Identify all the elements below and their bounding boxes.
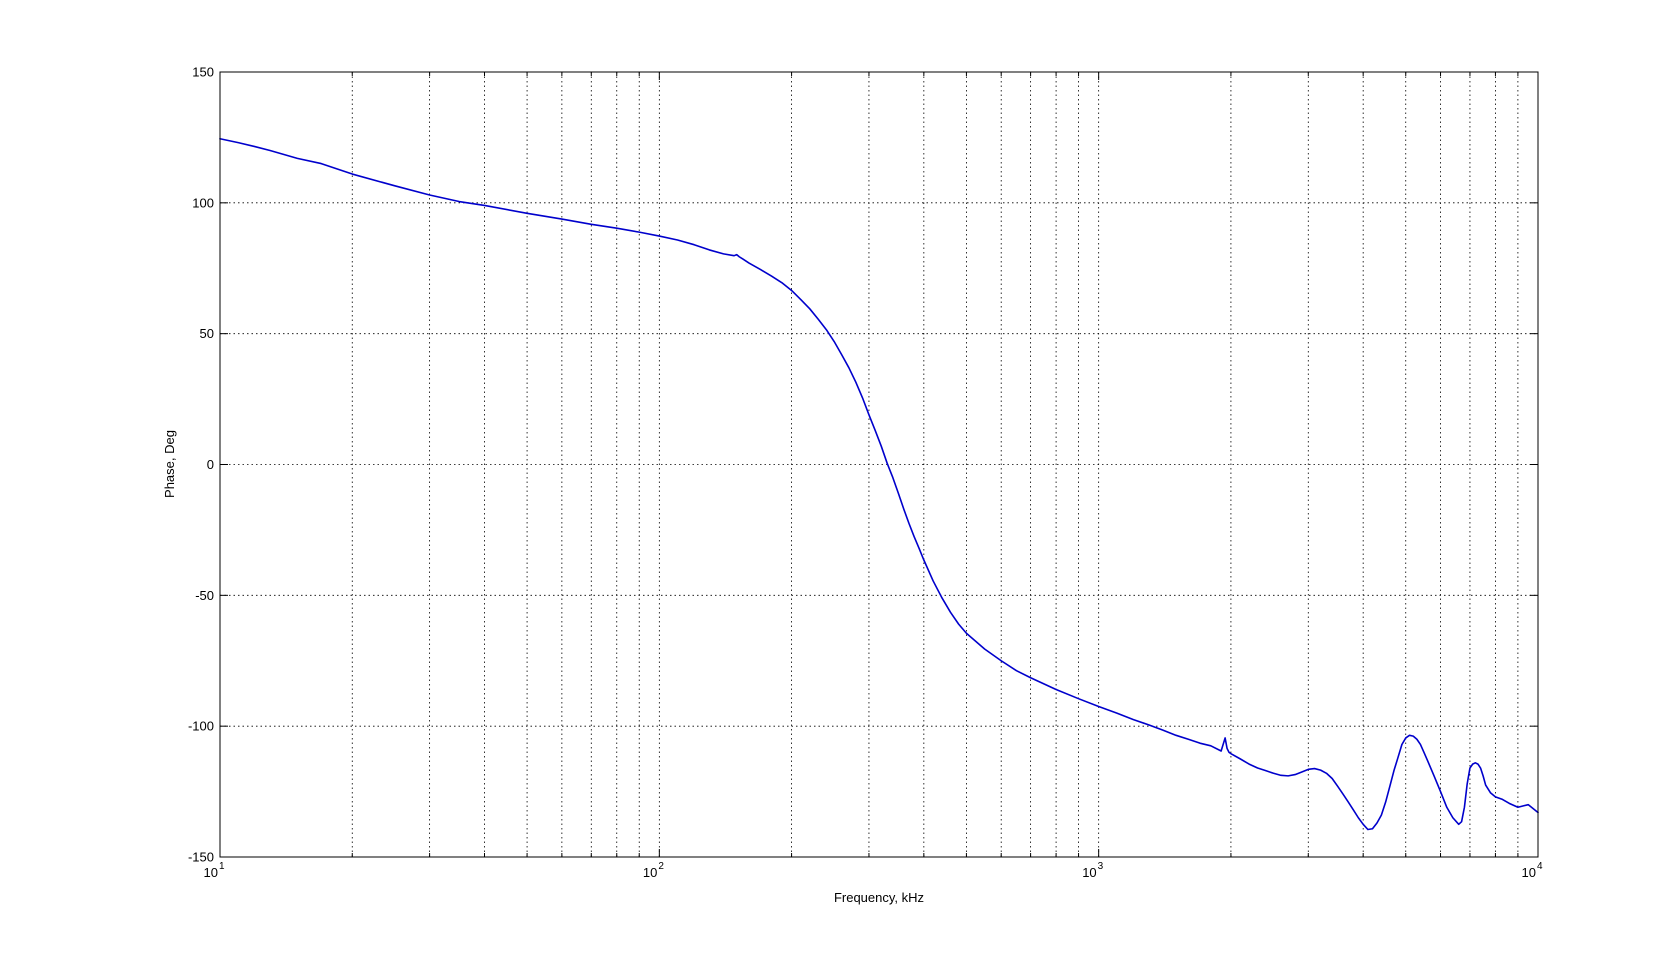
x-tick-label-base: 10 — [1082, 865, 1096, 880]
x-tick-label-base: 10 — [643, 865, 657, 880]
ticks-layer — [220, 72, 1538, 857]
series-layer — [219, 137, 1539, 831]
plot-area — [220, 72, 1538, 857]
y-tick-label: 50 — [200, 326, 214, 341]
x-tick-label: 10 3 — [1082, 861, 1103, 880]
y-tick-label: 150 — [192, 65, 214, 80]
y-tick-label: -100 — [188, 719, 214, 734]
grid-layer — [220, 72, 1538, 857]
x-tick-label: 10 1 — [204, 861, 225, 880]
y-tick-label: -50 — [195, 588, 214, 603]
y-tick-label: 100 — [192, 195, 214, 210]
x-tick-label-exponent: 4 — [1537, 861, 1543, 872]
plot-frame — [219, 71, 1539, 858]
x-tick-label-exponent: 2 — [658, 861, 664, 872]
x-tick-label-base: 10 — [1522, 865, 1536, 880]
y-axis-label: Phase, Deg — [162, 430, 177, 498]
series-line-1 — [219, 137, 1539, 831]
x-tick-label-exponent: 3 — [1098, 861, 1104, 872]
x-tick-label-exponent: 1 — [219, 861, 225, 872]
x-axis-label: Frequency, kHz — [834, 890, 924, 905]
x-tick-label: 10 2 — [643, 861, 664, 880]
y-tick-label: 0 — [207, 457, 214, 472]
x-tick-label: 10 4 — [1522, 861, 1543, 880]
y-tick-label: -150 — [188, 850, 214, 865]
x-tick-label-base: 10 — [204, 865, 218, 880]
